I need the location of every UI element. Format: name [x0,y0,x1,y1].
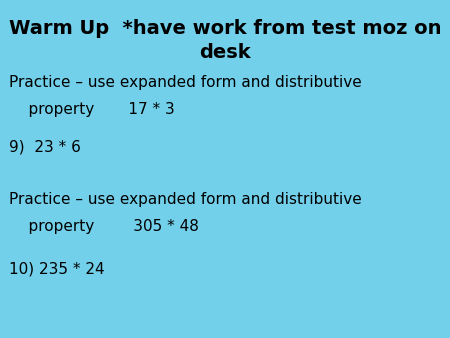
Text: property       17 * 3: property 17 * 3 [9,102,175,117]
Text: Practice – use expanded form and distributive: Practice – use expanded form and distrib… [9,75,362,90]
Text: 9)  23 * 6: 9) 23 * 6 [9,140,81,154]
Text: Warm Up  *have work from test moz on: Warm Up *have work from test moz on [9,19,441,38]
Text: property        305 * 48: property 305 * 48 [9,219,199,234]
Text: Practice – use expanded form and distributive: Practice – use expanded form and distrib… [9,192,362,207]
Text: desk: desk [199,43,251,62]
Text: 10) 235 * 24: 10) 235 * 24 [9,261,104,276]
